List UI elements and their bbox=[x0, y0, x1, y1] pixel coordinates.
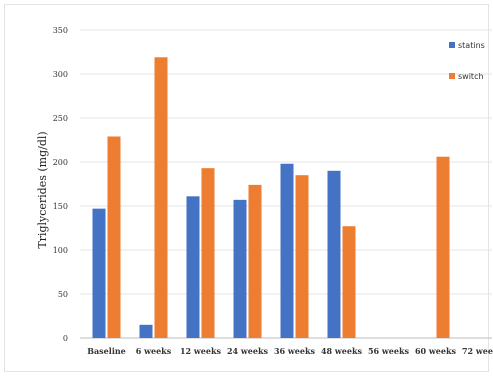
bar-switch bbox=[107, 136, 121, 338]
y-axis-ticks: 0 50 100 150 200 250 300 350 bbox=[53, 26, 68, 343]
legend-swatch-statins bbox=[449, 42, 455, 48]
bar-switch bbox=[201, 168, 215, 338]
y-axis-label: Triglycerides (mg/dl) bbox=[36, 131, 49, 248]
y-tick-label: 0 bbox=[63, 334, 68, 343]
y-tick-label: 300 bbox=[53, 70, 68, 79]
x-tick-label: 60 weeks bbox=[415, 346, 457, 356]
bar-statins bbox=[233, 199, 247, 338]
y-tick-label: 100 bbox=[53, 246, 68, 255]
x-tick-label: 6 weeks bbox=[136, 346, 172, 356]
bar-statins bbox=[327, 170, 341, 338]
bar-statins bbox=[139, 324, 153, 338]
chart-frame bbox=[4, 4, 489, 372]
bar-switch bbox=[436, 156, 450, 338]
bar-statins bbox=[280, 163, 294, 338]
bars bbox=[92, 57, 450, 338]
bar-statins bbox=[92, 208, 106, 338]
legend: statins switch bbox=[449, 41, 485, 81]
legend-label-switch: switch bbox=[458, 72, 484, 81]
x-tick-label: 72 weeks bbox=[462, 346, 493, 356]
y-tick-label: 350 bbox=[53, 26, 68, 35]
x-tick-label: Baseline bbox=[87, 346, 126, 356]
x-axis-ticks: Baseline 6 weeks 12 weeks 24 weeks 36 weeks 4… bbox=[87, 346, 493, 356]
x-tick-label: 56 weeks bbox=[368, 346, 410, 356]
y-tick-label: 150 bbox=[53, 202, 68, 211]
y-tick-label: 200 bbox=[53, 158, 68, 167]
gridlines bbox=[80, 29, 492, 339]
x-tick-label: 36 weeks bbox=[274, 346, 316, 356]
x-tick-label: 48 weeks bbox=[321, 346, 363, 356]
legend-label-statins: statins bbox=[458, 41, 485, 50]
bar-switch bbox=[295, 175, 309, 338]
bar-switch bbox=[248, 184, 262, 338]
y-tick-label: 250 bbox=[53, 114, 68, 123]
x-tick-label: 12 weeks bbox=[180, 346, 222, 356]
legend-swatch-switch bbox=[449, 73, 455, 79]
x-tick-label: 24 weeks bbox=[227, 346, 269, 356]
y-tick-label: 50 bbox=[58, 290, 68, 299]
bar-switch bbox=[154, 57, 168, 338]
bar-statins bbox=[186, 196, 200, 338]
bar-switch bbox=[342, 226, 356, 338]
